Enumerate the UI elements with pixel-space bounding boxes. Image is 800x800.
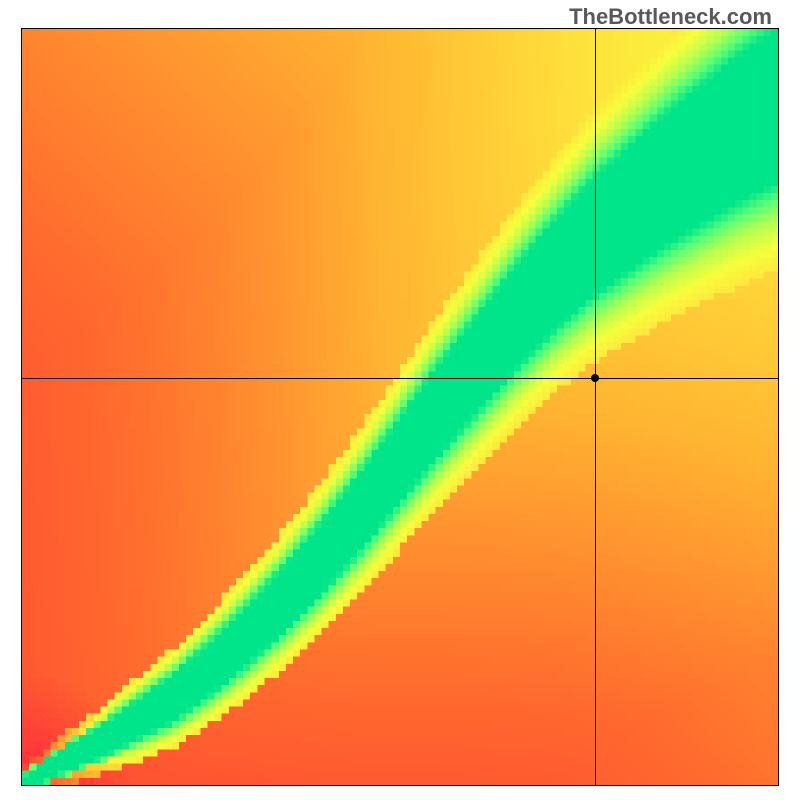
crosshair-horizontal (22, 378, 778, 379)
crosshair-vertical (595, 29, 596, 785)
selection-marker (591, 374, 599, 382)
heatmap-plot (21, 28, 779, 786)
watermark-text: TheBottleneck.com (569, 4, 772, 30)
heatmap-canvas (22, 29, 778, 785)
